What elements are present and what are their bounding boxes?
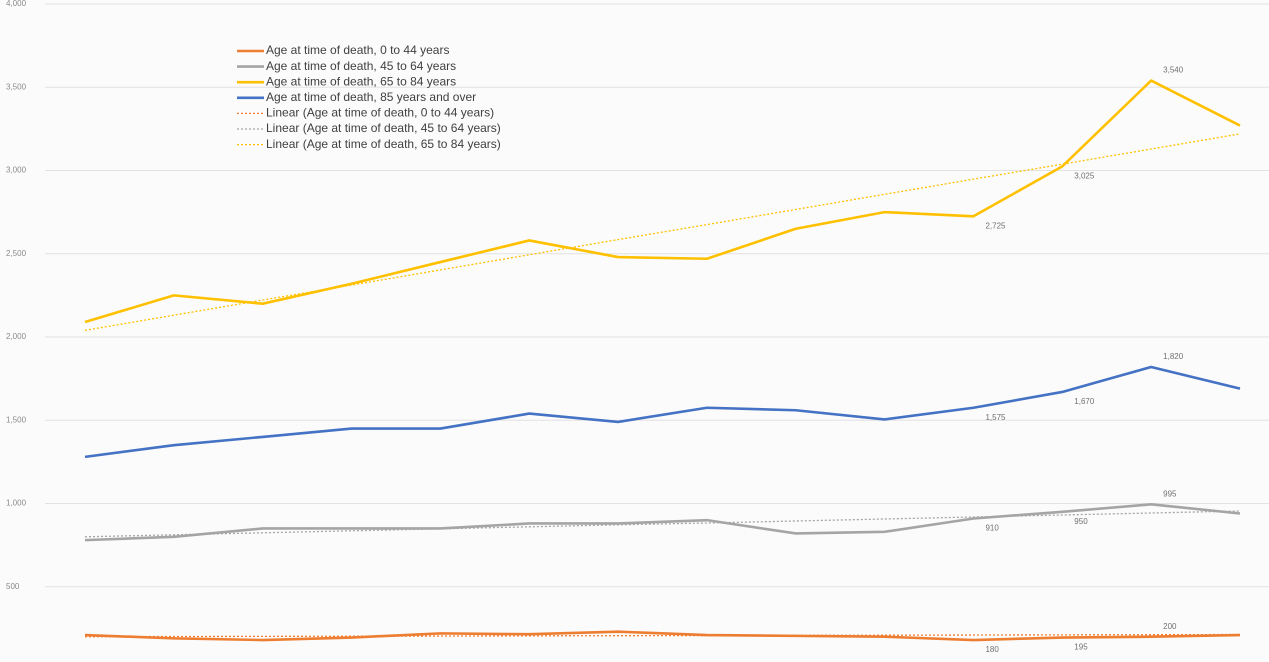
legend-label: Age at time of death, 65 to 84 years [266,74,456,88]
data-label: 1,670 [1074,397,1095,406]
grid: 500 1,000 1,500 2,000 2,500 3,000 3,500 4,000 [6,0,1269,591]
plot: 180 195 200 910 950 995 2,725 3,025 3,540 1,575 1,… [84,66,1241,654]
y-tick-label: 3,000 [6,166,27,175]
y-tick-label: 2,500 [6,249,27,258]
trend-line [84,510,1241,538]
data-label: 180 [985,645,999,654]
series-line [84,630,1241,642]
legend-label: Linear (Age at time of death, 0 to 44 ye… [266,106,494,120]
y-tick-label: 4,000 [6,0,27,8]
series-line [84,503,1241,542]
legend-label: Age at time of death, 0 to 44 years [266,43,449,57]
series-line [84,365,1241,459]
data-label: 995 [1163,489,1177,498]
series-line [84,79,1241,324]
legend-label: Linear (Age at time of death, 45 to 64 y… [266,121,501,135]
data-label: 195 [1074,643,1088,652]
legend-label: Age at time of death, 45 to 64 years [266,59,456,73]
trend-line [84,133,1241,331]
data-label: 3,540 [1163,66,1184,75]
y-tick-label: 500 [6,582,20,591]
data-label: 1,820 [1163,352,1184,361]
data-label: 200 [1163,622,1177,631]
legend: Age at time of death, 0 to 44 years Age a… [237,43,501,151]
data-label: 2,725 [985,221,1006,230]
y-tick-label: 1,000 [6,499,27,508]
data-label: 3,025 [1074,171,1095,180]
legend-label: Linear (Age at time of death, 65 to 84 y… [266,137,501,151]
y-tick-label: 1,500 [6,415,27,424]
legend-label: Age at time of death, 85 years and over [266,90,476,104]
data-label: 910 [985,524,999,533]
data-label: 950 [1074,517,1088,526]
data-label: 1,575 [985,413,1006,422]
trend-line [84,633,1241,638]
y-tick-label: 2,000 [6,332,27,341]
y-tick-label: 3,500 [6,82,27,91]
